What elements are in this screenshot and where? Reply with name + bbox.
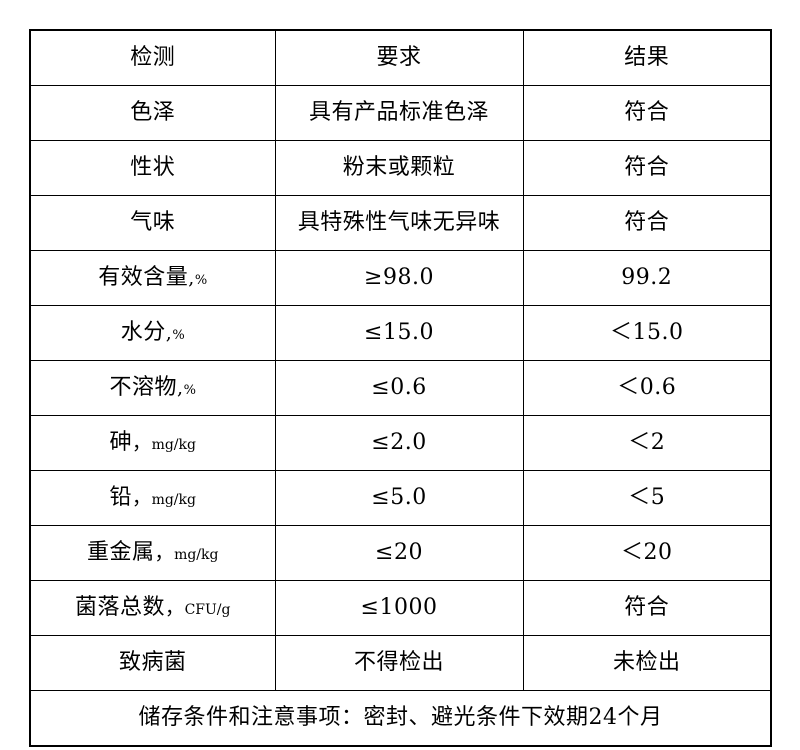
item-label: 铅 — [109, 484, 133, 510]
cell-requirement: 粉末或颗粒 — [274, 140, 524, 196]
table-row: 不溶物,% ≤0.6 ＜0.6 — [29, 360, 772, 416]
cell-requirement: 具有产品标准色泽 — [274, 85, 524, 141]
cell-item: 色泽 — [29, 85, 276, 141]
item-label: 性状 — [130, 154, 176, 180]
cell-requirement: ≥98.0 — [274, 250, 524, 306]
cell-requirement: 不得检出 — [274, 635, 524, 691]
item-separator: , — [188, 266, 195, 289]
cell-result: 符合 — [522, 85, 772, 141]
table-row: 菌落总数，CFU/g ≤1000 符合 — [29, 580, 772, 636]
cell-item: 气味 — [29, 195, 276, 251]
item-label: 重金属 — [87, 539, 155, 565]
item-unit: mg/kg — [151, 491, 196, 508]
item-label: 水分 — [120, 319, 166, 345]
item-label: 色泽 — [130, 99, 176, 125]
table-header-row: 检测 要求 结果 — [29, 29, 772, 86]
cell-item: 重金属，mg/kg — [29, 525, 276, 581]
cell-result: ＜0.6 — [522, 360, 772, 416]
table-row: 水分,% ≤15.0 ＜15.0 — [29, 305, 772, 361]
table-row: 重金属，mg/kg ≤20 ＜20 — [29, 525, 772, 581]
cell-item: 性状 — [29, 140, 276, 196]
table-row: 性状 粉末或颗粒 符合 — [29, 140, 772, 196]
spec-table-container: 检测 要求 结果 色泽 具有产品标准色泽 符合 性状 粉末或颗粒 符合 气味 具特殊性气味无异味 符合… — [29, 29, 772, 747]
item-unit: % — [172, 327, 185, 343]
cell-requirement: ≤1000 — [274, 580, 524, 636]
cell-result: ＜5 — [522, 470, 772, 526]
item-unit: mg/kg — [174, 546, 219, 563]
cell-requirement: 具特殊性气味无异味 — [274, 195, 524, 251]
cell-item: 菌落总数，CFU/g — [29, 580, 276, 636]
cell-result: 99.2 — [522, 250, 772, 306]
table-row: 有效含量,% ≥98.0 99.2 — [29, 250, 772, 306]
item-label: 不溶物 — [109, 374, 178, 400]
cell-result: ＜15.0 — [522, 305, 772, 361]
cell-item: 砷，mg/kg — [29, 415, 276, 471]
cell-result: 符合 — [522, 195, 772, 251]
item-unit: mg/kg — [151, 436, 196, 453]
column-header-requirement: 要求 — [274, 29, 524, 86]
table-row: 砷，mg/kg ≤2.0 ＜2 — [29, 415, 772, 471]
cell-result: ＜2 — [522, 415, 772, 471]
item-label: 气味 — [130, 209, 176, 235]
cell-requirement: ≤0.6 — [274, 360, 524, 416]
cell-item: 不溶物,% — [29, 360, 276, 416]
item-unit: % — [194, 272, 208, 288]
cell-requirement: ≤5.0 — [274, 470, 524, 526]
item-label: 有效含量 — [98, 264, 189, 290]
cell-requirement: ≤15.0 — [274, 305, 524, 361]
cell-result: ＜20 — [522, 525, 772, 581]
cell-item: 有效含量,% — [29, 250, 276, 306]
cell-result: 符合 — [522, 140, 772, 196]
table-row: 气味 具特殊性气味无异味 符合 — [29, 195, 772, 251]
cell-result: 符合 — [522, 580, 772, 636]
specification-table: 检测 要求 结果 色泽 具有产品标准色泽 符合 性状 粉末或颗粒 符合 气味 具特殊性气味无异味 符合… — [29, 29, 772, 747]
item-separator: , — [165, 321, 173, 344]
item-label: 砷 — [109, 429, 133, 455]
column-header-result: 结果 — [522, 29, 772, 86]
storage-note: 储存条件和注意事项：密封、避光条件下效期24个月 — [29, 690, 772, 747]
cell-requirement: ≤20 — [274, 525, 524, 581]
cell-requirement: ≤2.0 — [274, 415, 524, 471]
item-separator: ， — [154, 541, 175, 564]
cell-item: 致病菌 — [29, 635, 276, 691]
table-row: 致病菌 不得检出 未检出 — [29, 635, 772, 691]
item-separator: , — [177, 376, 184, 399]
table-row: 色泽 具有产品标准色泽 符合 — [29, 85, 772, 141]
cell-item: 水分,% — [29, 305, 276, 361]
column-header-item: 检测 — [29, 29, 276, 86]
item-label: 致病菌 — [118, 649, 187, 675]
item-unit: CFU/g — [184, 601, 231, 618]
cell-item: 铅，mg/kg — [29, 470, 276, 526]
item-separator: ， — [165, 596, 185, 619]
table-row: 铅，mg/kg ≤5.0 ＜5 — [29, 470, 772, 526]
table-body: 检测 要求 结果 色泽 具有产品标准色泽 符合 性状 粉末或颗粒 符合 气味 具特殊性气味无异味 符合… — [29, 29, 772, 747]
item-unit: % — [183, 382, 196, 398]
item-separator: ， — [132, 431, 152, 454]
item-separator: ， — [132, 486, 152, 509]
cell-result: 未检出 — [522, 635, 772, 691]
item-label: 菌落总数 — [75, 594, 166, 620]
table-footer-row: 储存条件和注意事项：密封、避光条件下效期24个月 — [29, 690, 772, 747]
